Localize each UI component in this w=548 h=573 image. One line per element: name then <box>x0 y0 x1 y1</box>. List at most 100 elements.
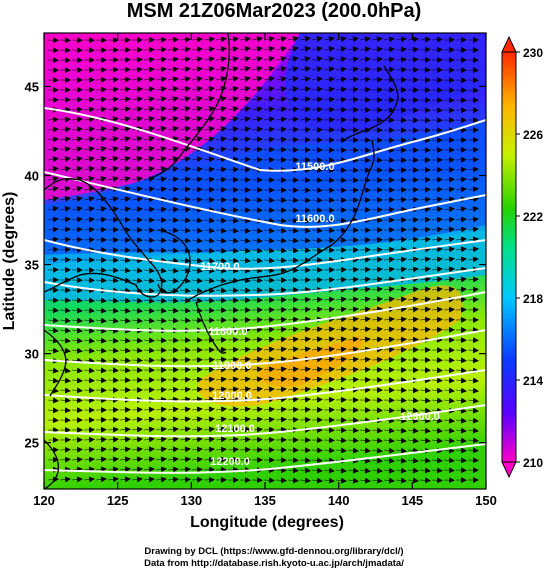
wind-arrow <box>227 247 239 254</box>
wind-arrow <box>347 96 359 103</box>
wind-arrow <box>107 337 119 344</box>
wind-arrow <box>335 217 347 224</box>
wind-arrow <box>203 166 215 173</box>
wind-arrow <box>47 307 59 314</box>
wind-arrow <box>467 206 479 213</box>
wind-arrow <box>443 186 455 193</box>
wind-arrow <box>467 276 479 283</box>
wind-arrow <box>227 166 239 173</box>
wind-arrow <box>179 156 191 163</box>
x-axis-label: Longitude (degrees) <box>190 514 344 531</box>
wind-arrow <box>275 36 287 42</box>
wind-arrow <box>191 126 203 132</box>
wind-arrow <box>431 256 443 263</box>
wind-arrow <box>71 96 83 103</box>
wind-arrow <box>47 156 59 163</box>
wind-arrow <box>419 196 431 203</box>
wind-arrow <box>299 46 311 52</box>
wind-arrow <box>251 96 263 103</box>
wind-arrow <box>383 296 395 303</box>
wind-arrow <box>395 56 407 63</box>
wind-arrow <box>167 166 179 173</box>
wind-arrow <box>227 56 239 63</box>
contour-label: 12200.0 <box>210 456 250 468</box>
wind-arrow <box>179 136 191 142</box>
wind-arrow <box>419 226 431 233</box>
wind-arrow <box>47 317 59 324</box>
wind-arrow <box>203 136 215 143</box>
wind-arrow <box>215 76 227 82</box>
wind-arrow <box>395 336 407 343</box>
wind-arrow <box>59 347 71 354</box>
wind-arrow <box>131 267 143 274</box>
wind-arrow <box>71 106 83 113</box>
wind-arrow <box>239 287 251 294</box>
wind-arrow <box>155 46 167 53</box>
wind-arrow <box>83 216 95 223</box>
wind-arrow <box>251 136 263 143</box>
wind-arrow <box>311 356 323 363</box>
wind-arrow <box>83 297 95 304</box>
wind-arrow <box>191 287 203 294</box>
wind-arrow <box>323 326 335 333</box>
wind-arrow <box>119 116 131 123</box>
x-tick-label: 135 <box>254 493 276 508</box>
wind-arrow <box>263 336 275 343</box>
wind-arrow <box>71 136 83 143</box>
wind-arrow <box>263 36 275 43</box>
wind-arrow <box>107 86 119 93</box>
wind-arrow <box>323 56 335 63</box>
wind-arrow <box>167 287 179 294</box>
wind-arrow <box>107 317 119 324</box>
wind-arrow <box>455 166 467 173</box>
wind-arrow <box>83 106 95 113</box>
wind-arrow <box>203 156 215 163</box>
wind-arrow <box>251 46 263 52</box>
wind-arrow <box>83 226 95 233</box>
wind-arrow <box>131 146 143 152</box>
wind-arrow <box>119 337 131 344</box>
wind-arrow <box>443 266 455 273</box>
wind-arrow <box>347 217 359 224</box>
wind-arrow <box>167 106 179 112</box>
wind-arrow <box>275 257 287 264</box>
wind-arrow <box>71 146 83 153</box>
wind-arrow <box>359 276 371 283</box>
wind-arrow <box>71 116 83 123</box>
wind-arrow <box>83 126 95 133</box>
wind-arrow <box>395 316 407 323</box>
wind-arrow <box>371 326 383 333</box>
wind-arrow <box>395 266 407 273</box>
wind-arrow <box>191 366 203 373</box>
wind-arrow <box>455 186 467 193</box>
wind-arrow <box>443 206 455 213</box>
wind-arrow <box>71 126 83 133</box>
wind-arrow <box>227 227 239 234</box>
wind-arrow <box>83 146 95 153</box>
wind-arrow <box>455 176 467 183</box>
wind-arrow <box>239 36 251 43</box>
wind-arrow <box>419 306 431 313</box>
wind-arrow <box>383 316 395 323</box>
wind-arrow <box>323 306 335 313</box>
wind-arrow <box>431 266 443 273</box>
wind-arrow <box>59 136 71 143</box>
wind-arrow <box>431 176 443 183</box>
wind-arrow <box>275 247 287 254</box>
wind-arrow <box>335 86 347 93</box>
wind-arrow <box>107 126 119 133</box>
contour-label: 11700.0 <box>200 261 239 273</box>
wind-arrow <box>263 366 275 373</box>
wind-arrow <box>59 226 71 233</box>
wind-arrow <box>395 36 407 43</box>
wind-arrow <box>359 66 371 73</box>
wind-arrow <box>311 326 323 333</box>
x-tick-label: 125 <box>107 493 129 508</box>
wind-arrow <box>179 186 191 193</box>
wind-arrow <box>443 226 455 233</box>
wind-arrow <box>59 236 71 243</box>
wind-arrow <box>239 227 251 234</box>
wind-arrow <box>227 237 239 244</box>
wind-arrow <box>383 36 395 43</box>
wind-arrow <box>275 356 287 363</box>
